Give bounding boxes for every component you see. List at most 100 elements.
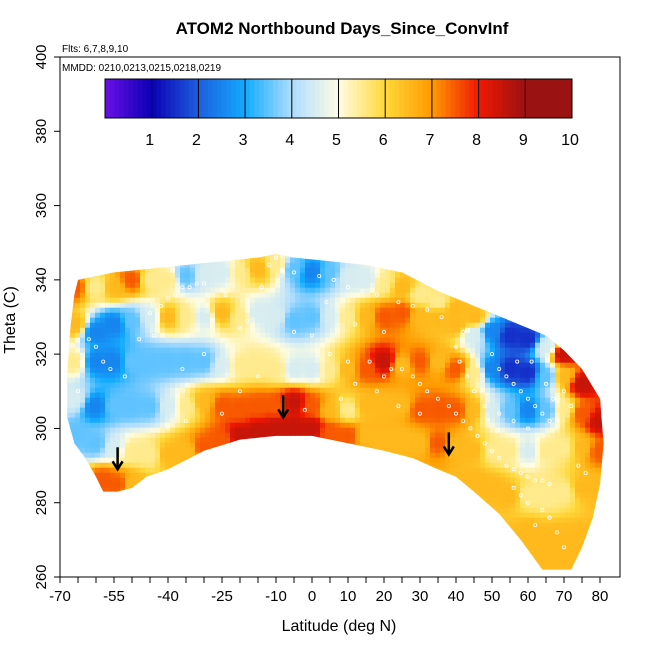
field-cell [395,437,401,444]
field-cell [260,307,266,314]
field-cell [370,302,376,309]
field-cell [155,437,161,444]
field-cell [170,457,176,464]
field-cell [385,578,391,584]
field-cell [85,342,91,349]
field-cell [190,292,196,299]
field-cell [115,487,121,494]
field-cell [85,377,91,384]
field-cell [195,337,201,344]
field-cell [145,422,151,429]
field-cell [140,287,146,294]
field-cell [410,417,416,424]
field-cell [255,342,261,349]
field-cell [165,372,171,379]
field-cell [265,317,271,324]
field-cell [70,397,76,404]
field-cell [245,382,251,389]
field-cell [270,267,276,274]
field-cell [370,367,376,374]
field-cell [245,372,251,379]
field-cell [190,297,196,304]
field-cell [400,352,406,359]
field-cell [255,322,261,329]
field-cell [280,292,286,299]
field-cell [100,482,106,489]
field-cell [125,282,131,289]
field-cell [340,262,346,269]
field-cell [375,402,381,409]
field-cell [320,267,326,274]
field-cell [325,272,331,279]
field-cell [230,317,236,324]
field-cell [170,402,176,409]
field-cell [390,427,396,434]
field-cell [350,362,356,369]
field-cell [415,372,421,379]
field-cell [160,447,166,454]
field-cell [275,382,281,389]
field-cell [75,312,81,319]
field-cell [110,397,116,404]
field-cell [295,312,301,319]
field-cell [235,382,241,389]
field-cell [340,347,346,354]
field-cell [250,407,256,414]
field-cell [350,382,356,389]
field-cell [120,342,126,349]
field-cell [200,447,206,454]
field-cell [275,272,281,279]
field-cell [360,382,366,389]
field-cell [365,382,371,389]
field-cell [110,362,116,369]
field-cell [220,347,226,354]
field-cell [375,362,381,369]
field-cell [295,317,301,324]
field-cell [240,397,246,404]
field-cell [100,402,106,409]
field-cell [140,277,146,284]
field-cell [290,337,296,344]
field-cell [315,327,321,334]
field-cell [245,302,251,309]
field-cell [245,342,251,349]
field-cell [365,342,371,349]
field-cell [175,327,181,334]
field-cell [400,302,406,309]
field-cell [380,317,386,324]
field-cell [80,352,86,359]
field-cell [230,327,236,334]
field-cell [230,352,236,359]
field-cell [395,307,401,314]
field-cell [265,267,271,274]
field-cell [85,402,91,409]
field-cell [355,362,361,369]
field-cell [415,442,421,449]
field-cell [105,342,111,349]
field-cell [390,292,396,299]
field-cell [135,292,141,299]
field-cell [170,292,176,299]
field-cell [80,377,86,384]
field-cell [285,267,291,274]
field-cell [67,372,71,379]
field-cell [185,287,191,294]
field-cell [180,437,186,444]
field-cell [135,287,141,294]
field-cell [175,578,181,584]
field-cell [210,407,216,414]
field-cell [145,462,151,469]
field-cell [100,322,106,329]
field-cell [150,578,156,584]
field-cell [395,347,401,354]
field-cell [150,583,156,589]
field-cell [270,417,276,424]
field-cell [415,382,421,389]
field-cell [195,362,201,369]
field-cell [185,377,191,384]
field-cell [265,342,271,349]
field-cell [320,362,326,369]
field-cell [325,302,331,309]
field-cell [370,362,376,369]
field-cell [115,477,121,484]
